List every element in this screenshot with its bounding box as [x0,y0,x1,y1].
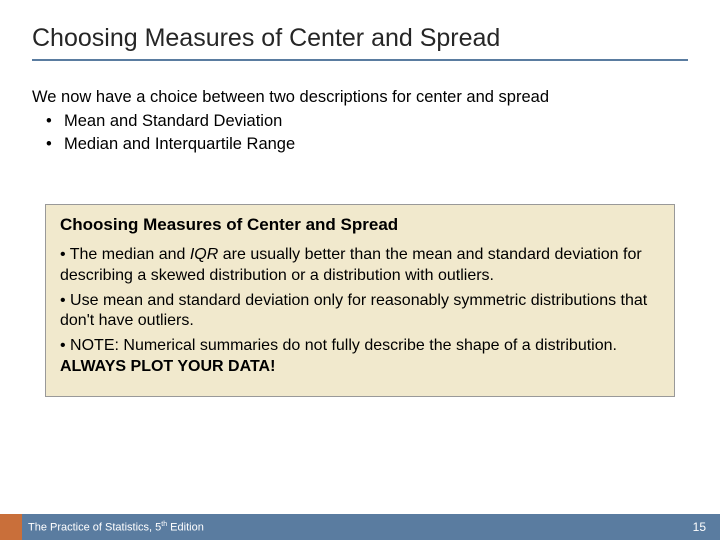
intro-lead: We now have a choice between two descrip… [32,86,688,108]
intro-bullet-2: •Median and Interquartile Range [32,133,688,155]
footer-accent [0,514,22,540]
slide-title: Choosing Measures of Center and Spread [32,24,688,61]
footer-bar: The Practice of Statistics, 5th Edition … [0,514,720,540]
always-plot-bold: ALWAYS PLOT YOUR DATA! [60,358,275,375]
footer-page-number: 15 [693,520,706,534]
intro-bullet-2-text: Median and Interquartile Range [64,135,295,153]
intro-block: We now have a choice between two descrip… [32,86,688,155]
box-point-1: • The median and IQR are usually better … [60,245,660,287]
callout-box: Choosing Measures of Center and Spread •… [45,204,675,397]
intro-bullet-1: •Mean and Standard Deviation [32,110,688,132]
intro-bullet-1-text: Mean and Standard Deviation [64,112,282,130]
iqr-italic: IQR [190,246,218,263]
box-title: Choosing Measures of Center and Spread [60,215,660,235]
box-point-3: • NOTE: Numerical summaries do not fully… [60,336,660,378]
box-point-2: • Use mean and standard deviation only f… [60,291,660,333]
slide: Choosing Measures of Center and Spread W… [0,0,720,540]
footer-book: The Practice of Statistics, 5th Edition [28,521,204,534]
